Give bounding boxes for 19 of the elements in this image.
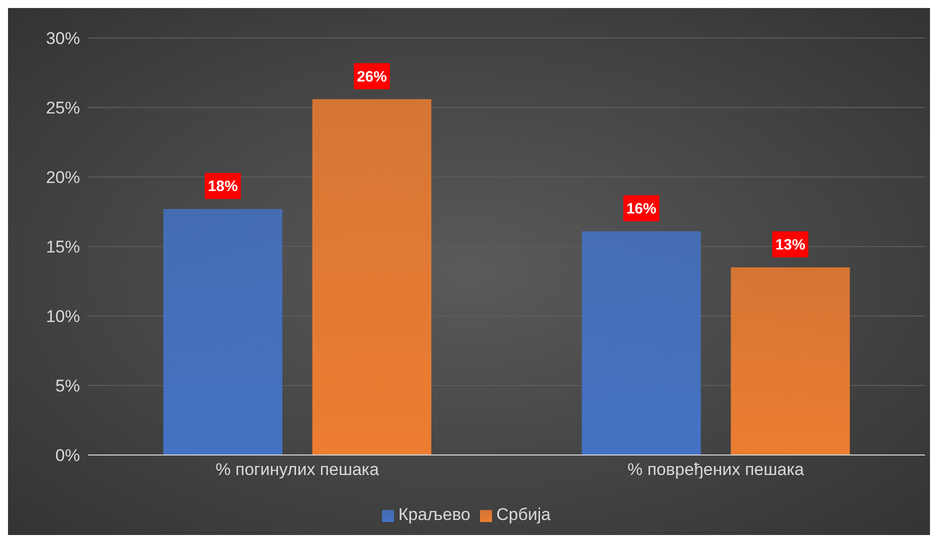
data-label: 13% [775, 236, 806, 254]
data-label: 26% [356, 68, 387, 86]
x-tick-label: % повређених пешака [628, 460, 805, 480]
data-label: 16% [626, 200, 656, 218]
y-tick-label: 15% [46, 238, 80, 257]
bar [312, 99, 432, 455]
data-label: 18% [208, 178, 238, 196]
y-tick-label: 5% [55, 376, 80, 396]
bar [582, 231, 701, 455]
legend-label: Србија [496, 505, 551, 524]
x-tick-label: % погинулих пешака [216, 460, 380, 480]
bar [163, 208, 282, 455]
y-tick-label: 25% [46, 98, 80, 118]
bar [730, 267, 850, 455]
y-tick-label: 20% [46, 168, 80, 188]
legend-label: Краљево [398, 505, 470, 524]
y-tick-label: 30% [46, 29, 80, 48]
y-tick-label: 10% [46, 307, 80, 326]
y-tick-label: 0% [55, 446, 80, 466]
